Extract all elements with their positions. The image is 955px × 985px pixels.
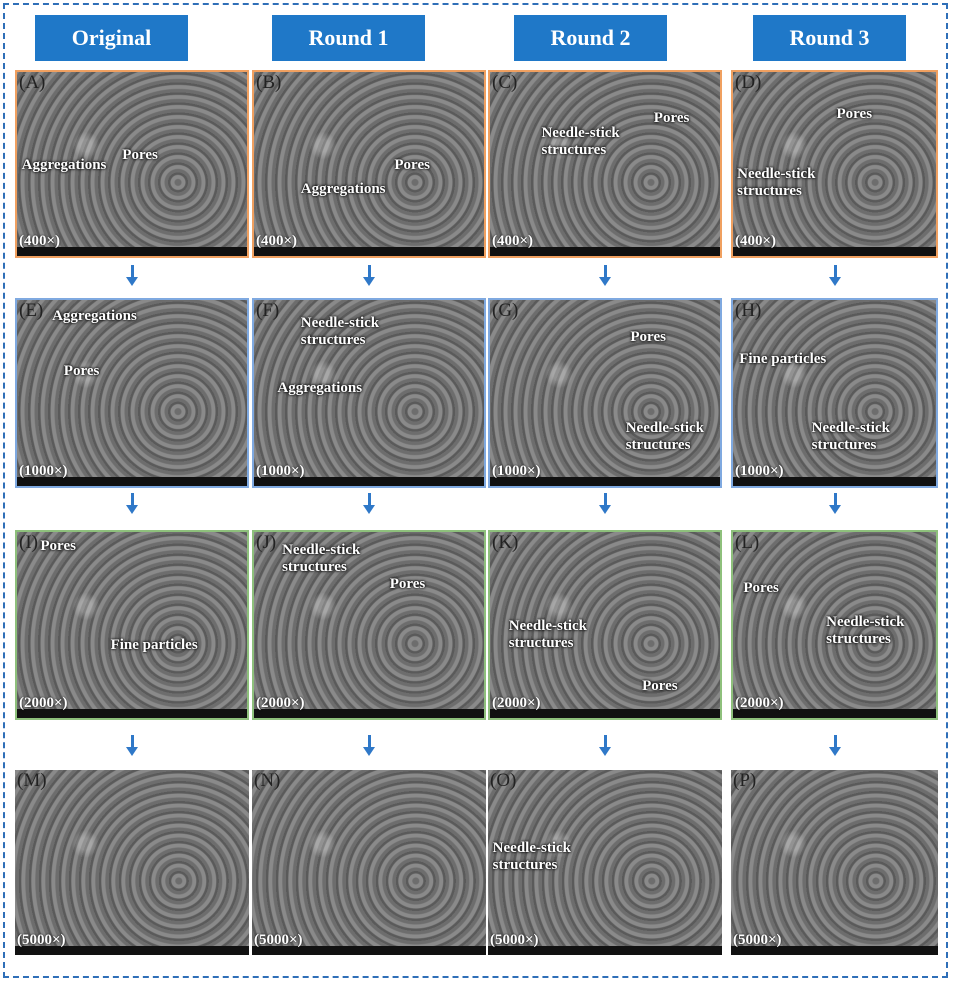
magnification: (1000×) [256, 463, 305, 479]
info-bar [17, 247, 247, 256]
annotation: Fine particles [110, 636, 198, 653]
column-header: Round 2 [514, 15, 667, 61]
magnification: (400×) [492, 233, 534, 249]
annotation: Pores [63, 362, 100, 379]
magnification: (2000×) [19, 695, 68, 711]
annotation: Aggregations [21, 156, 107, 173]
magnification: (5000×) [733, 932, 782, 948]
annotation: Needle-stick structures [492, 840, 571, 874]
panel-label: (H) [735, 300, 762, 321]
panel-label: (J) [256, 532, 277, 553]
info-bar [490, 709, 720, 718]
column-header: Round 3 [753, 15, 906, 61]
magnification: (5000×) [254, 932, 303, 948]
column-header: Original [35, 15, 188, 61]
panel-label: (D) [735, 72, 762, 93]
sem-image: (G) (1000×) Pores Needle-stick structures [488, 298, 722, 488]
panel-label: (L) [735, 532, 760, 553]
sem-image: (F) (1000×) Needle-stick structures Aggrega… [252, 298, 486, 488]
sem-image: (L) (2000×) Pores Needle-stick structures [731, 530, 938, 720]
panel-label: (P) [733, 770, 757, 791]
magnification: (2000×) [256, 695, 305, 711]
sem-image: (E) (1000×) Aggregations Pores [15, 298, 249, 488]
annotation: Pores [389, 575, 426, 592]
column-header: Round 1 [272, 15, 425, 61]
sem-image: (N) (5000×) [252, 770, 486, 955]
panel-label: (B) [256, 72, 282, 93]
magnification: (400×) [735, 233, 777, 249]
sem-image: (A) (400×) Aggregations Pores [15, 70, 249, 258]
annotation: Pores [40, 537, 76, 554]
annotation: Pores [653, 109, 690, 126]
annotation: Needle-stick structures [508, 617, 588, 651]
annotation: Needle-stick structures [282, 541, 361, 575]
annotation: Aggregations [52, 307, 137, 324]
info-bar [731, 946, 938, 955]
info-bar [254, 247, 484, 256]
sem-image: (C) (400×) Needle-stick structures Pores [488, 70, 722, 258]
annotation: Pores [836, 105, 873, 122]
annotation: Needle-stick structures [541, 124, 620, 158]
info-bar [733, 709, 936, 718]
info-bar [490, 247, 720, 256]
annotation: Pores [122, 147, 158, 164]
info-bar [252, 946, 486, 955]
panel-label: (F) [256, 300, 280, 321]
annotation: Pores [630, 328, 666, 345]
annotation: Aggregations [300, 181, 386, 198]
annotation: Pores [394, 156, 430, 173]
panel-label: (K) [492, 532, 519, 553]
panel-label: (M) [17, 770, 47, 791]
sem-image: (K) (2000×) Needle-stick structures Pores [488, 530, 722, 720]
panel-label: (C) [492, 72, 518, 93]
annotation: Needle-stick structures [811, 419, 890, 453]
info-bar [254, 477, 484, 486]
info-bar [17, 709, 247, 718]
sem-image: (P) (5000×) [731, 770, 938, 955]
panel-label: (A) [19, 72, 46, 93]
annotation: Aggregations [277, 379, 363, 396]
info-bar [17, 477, 247, 486]
panel-label: (N) [254, 770, 281, 791]
annotation: Needle-stick structures [300, 315, 380, 349]
frame [3, 3, 948, 978]
annotation: Needle-stick structures [737, 166, 816, 199]
annotation: Pores [642, 678, 678, 695]
info-bar [733, 247, 936, 256]
magnification: (2000×) [492, 695, 541, 711]
magnification: (400×) [256, 233, 298, 249]
sem-image: (O) (5000×) Needle-stick structures [488, 770, 722, 955]
panel-label: (E) [19, 300, 44, 321]
info-bar [254, 709, 484, 718]
sem-image: (M) (5000×) [15, 770, 249, 955]
sem-image: (H) (1000×) Fine particles Needle-stick str… [731, 298, 938, 488]
sem-image: (I) (2000×) Pores Fine particles [15, 530, 249, 720]
info-bar [488, 946, 722, 955]
magnification: (1000×) [492, 463, 541, 479]
panel-label: (O) [490, 770, 517, 791]
magnification: (1000×) [19, 463, 68, 479]
magnification: (1000×) [735, 463, 784, 479]
sem-image: (J) (2000×) Needle-stick structures Pores [252, 530, 486, 720]
sem-image: (B) (400×) Aggregations Pores [252, 70, 486, 258]
sem-image: (D) (400×) Pores Needle-stick structures [731, 70, 938, 258]
annotation: Needle-stick structures [826, 613, 905, 647]
magnification: (5000×) [17, 932, 66, 948]
magnification: (5000×) [490, 932, 539, 948]
annotation: Needle-stick structures [625, 419, 705, 453]
panel-label: (G) [492, 300, 519, 321]
annotation: Fine particles [739, 351, 827, 368]
info-bar [490, 477, 720, 486]
panel-label: (I) [19, 532, 38, 553]
info-bar [15, 946, 249, 955]
magnification: (400×) [19, 233, 61, 249]
info-bar [733, 477, 936, 486]
annotation: Pores [743, 579, 779, 596]
magnification: (2000×) [735, 695, 784, 711]
